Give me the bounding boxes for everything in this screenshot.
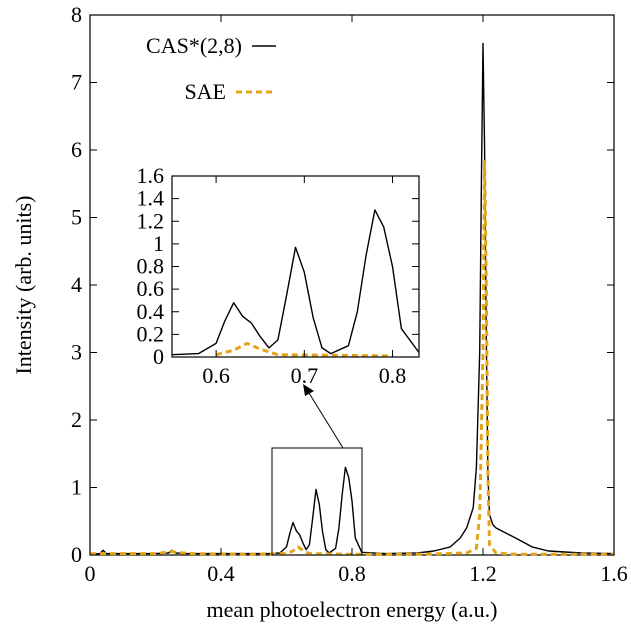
y-tick-label: 4 [71, 272, 82, 297]
inset-x-tick-labels: 0.6 0.7 0.8 [202, 363, 406, 388]
inset-y-tick-label: 0.8 [137, 254, 165, 279]
inset-y-tick-label: 1.2 [137, 208, 165, 233]
zoom-box [271, 447, 363, 556]
y-tick-label: 5 [71, 205, 82, 230]
inset-background [172, 176, 419, 357]
inset-x-tick-label: 0.8 [379, 363, 407, 388]
inset-x-tick-label: 0.7 [291, 363, 319, 388]
y-tick-label: 8 [71, 2, 82, 27]
y-tick-label: 6 [71, 137, 82, 162]
legend: CAS*(2,8) SAE [146, 33, 276, 104]
inset-y-tick-label: 1.4 [137, 186, 165, 211]
zoom-arrow-line [308, 392, 344, 449]
x-tick-label: 0.8 [338, 561, 366, 586]
inset-ticks-layer [172, 175, 419, 358]
y-tick-label: 3 [71, 340, 82, 365]
main-series-layer [89, 42, 615, 556]
inset-y-tick-label: 0 [153, 344, 164, 369]
inset-series-cas-line [171, 209, 420, 356]
x-tick-label: 0 [85, 561, 96, 586]
inset-y-tick-labels: 00.20.40.60.811.21.41.6 [137, 163, 165, 369]
y-tick-label: 7 [71, 70, 82, 95]
x-tick-label: 0.4 [207, 561, 235, 586]
y-tick-label: 0 [71, 542, 82, 567]
inset-y-tick-label: 1.6 [137, 163, 165, 188]
inset-y-tick-label: 0.2 [137, 321, 165, 346]
x-tick-label: 1.6 [600, 561, 628, 586]
legend-label-sae: SAE [184, 79, 226, 104]
series-sae-line [90, 158, 614, 556]
inset-x-tick-label: 0.6 [202, 363, 230, 388]
inset-plot-area: 0.6 0.7 0.8 00.20.40.60.811.21.41.6 [137, 163, 420, 388]
inset-series-sae-line [215, 341, 393, 358]
y-axis-label: Intensity (arb. units) [11, 195, 36, 374]
inset-series-layer [171, 209, 420, 358]
inset-y-tick-label: 0.6 [137, 276, 165, 301]
x-axis-label: mean photoelectron energy (a.u.) [207, 597, 498, 622]
y-tick-label: 1 [71, 475, 82, 500]
x-tick-label: 1.2 [469, 561, 497, 586]
inset-y-tick-label: 1 [153, 231, 164, 256]
zoom-arrow-head [303, 384, 314, 396]
inset-y-tick-label: 0.4 [137, 299, 165, 324]
x-tick-labels: 0 0.4 0.8 1.2 1.6 [85, 561, 628, 586]
y-tick-label: 2 [71, 407, 82, 432]
y-tick-labels: 0 1 2 3 4 5 6 7 8 [71, 2, 82, 567]
zoom-indicator [271, 384, 363, 556]
legend-label-cas: CAS*(2,8) [146, 33, 242, 58]
main-ticks-layer [89, 14, 615, 556]
